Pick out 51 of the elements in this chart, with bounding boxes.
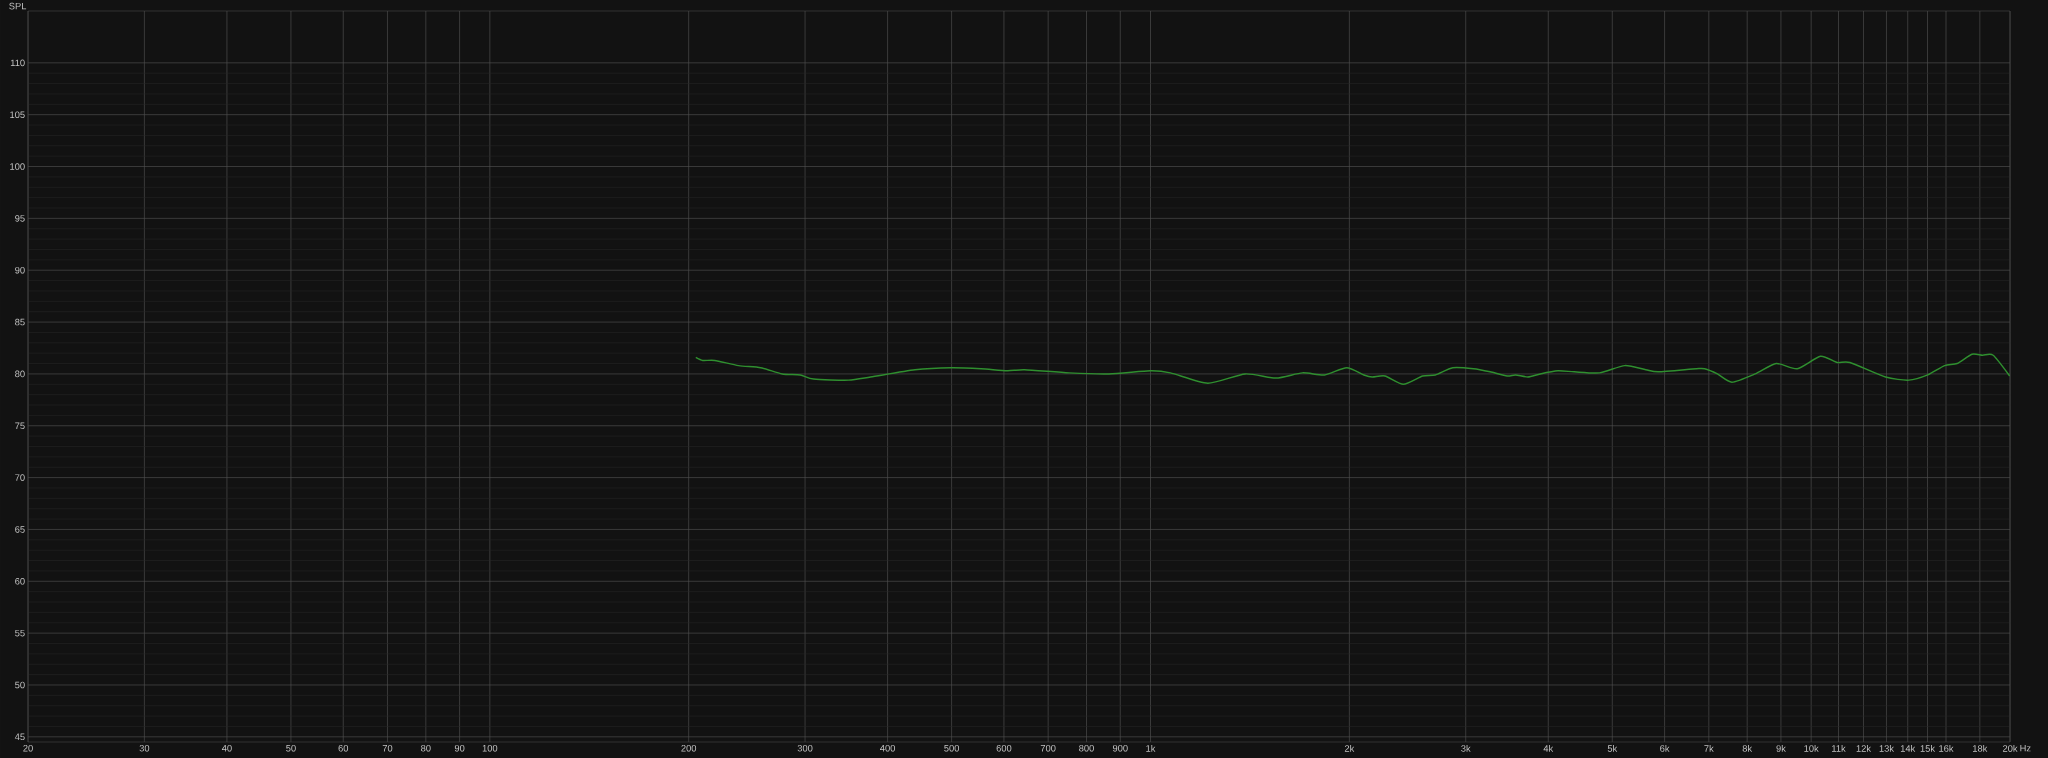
x-axis-title: Hz <box>2020 744 2031 752</box>
x-tick-label: 8k <box>1742 744 1753 752</box>
x-tick-label: 40 <box>221 744 232 752</box>
x-tick-label: 400 <box>880 744 896 752</box>
x-tick-label: 800 <box>1079 744 1094 752</box>
y-tick-label: 60 <box>15 578 25 585</box>
y-tick-label: 85 <box>15 318 25 326</box>
y-tick-label: 80 <box>15 370 25 378</box>
y-tick-label: 95 <box>15 215 25 222</box>
x-tick-label: 7k <box>1704 744 1714 752</box>
x-tick-label: 4k <box>1543 744 1554 752</box>
x-tick-label: 200 <box>681 744 697 752</box>
x-tick-label: 9k <box>1776 744 1786 752</box>
y-tick-label: 110 <box>10 59 25 67</box>
y-tick-label: 75 <box>15 422 25 429</box>
x-tick-label: 2k <box>1344 744 1355 752</box>
y-tick-label: 55 <box>15 629 25 637</box>
x-tick-label: 20k <box>2002 744 2018 752</box>
y-tick-label: 50 <box>15 681 25 689</box>
y-tick-label: 105 <box>10 111 25 118</box>
y-tick-label: 90 <box>15 266 25 274</box>
y-axis-title: SPL <box>9 2 27 10</box>
x-tick-label: 1k <box>1146 744 1156 752</box>
x-tick-label: 5k <box>1607 744 1618 752</box>
y-tick-label: 65 <box>15 526 25 533</box>
x-tick-label: 70 <box>382 744 393 752</box>
x-tick-label: 10k <box>1804 744 1819 752</box>
x-tick-label: 100 <box>482 744 498 752</box>
x-tick-label: 30 <box>139 744 150 752</box>
x-tick-label: 50 <box>286 744 296 752</box>
x-tick-label: 500 <box>944 744 960 752</box>
x-tick-label: 12k <box>1856 744 1872 752</box>
x-tick-label: 15k <box>1920 744 1936 752</box>
y-tick-label: 70 <box>15 474 25 481</box>
x-tick-label: 13k <box>1879 744 1894 752</box>
x-tick-label: 6k <box>1660 744 1670 752</box>
x-tick-label: 18k <box>1973 744 1988 752</box>
x-tick-label: 900 <box>1112 744 1128 752</box>
x-tick-label: 600 <box>996 744 1012 752</box>
y-tick-label: 45 <box>14 733 25 741</box>
x-tick-label: 90 <box>454 744 465 752</box>
x-tick-label: 14k <box>1900 744 1916 752</box>
x-tick-label: 16k <box>1939 744 1954 752</box>
x-tick-label: 300 <box>797 744 813 752</box>
x-tick-label: 11k <box>1832 744 1846 752</box>
y-tick-label: 100 <box>10 163 25 170</box>
x-tick-label: 20 <box>23 744 33 752</box>
x-tick-label: 60 <box>338 744 349 752</box>
x-tick-label: 80 <box>421 744 431 752</box>
x-tick-label: 3k <box>1461 744 1471 752</box>
x-tick-label: 700 <box>1040 744 1056 752</box>
